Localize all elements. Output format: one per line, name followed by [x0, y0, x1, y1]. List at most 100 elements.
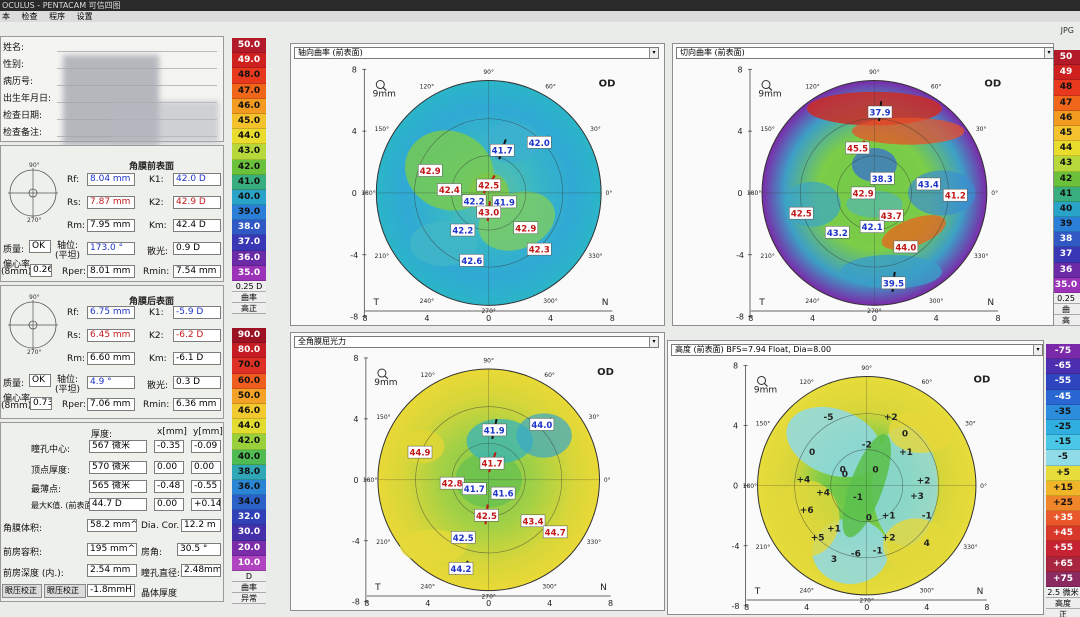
degree-label: 300° — [929, 298, 943, 305]
scale-value: 42.0 — [232, 159, 266, 175]
pachy-y-header: y[mm] — [193, 427, 223, 437]
degree-label: 30° — [976, 126, 987, 133]
axial-map-dropdown[interactable]: 轴向曲率 (前表面) ▾ — [294, 47, 659, 59]
value-label-box — [461, 194, 487, 208]
x-tick-label: 8 — [984, 603, 989, 612]
y-tick-label: -8 — [350, 313, 358, 322]
scale-value: -5 — [1046, 450, 1080, 466]
chevron-down-icon[interactable]: ▾ — [1033, 345, 1042, 355]
scale-value: 47.0 — [232, 83, 266, 99]
curvature-value: 43.4 — [523, 517, 544, 527]
degree-label: 180° — [361, 190, 375, 197]
curvature-value: 42.0 — [529, 139, 550, 149]
power-map-dropdown[interactable]: 全角膜屈光力 ▾ — [294, 336, 659, 348]
tangential-map-dropdown[interactable]: 切向曲率 (前表面) ▾ — [676, 47, 1054, 59]
front-quality-value: OK — [29, 240, 51, 253]
svg-text:90°: 90° — [29, 294, 40, 301]
y-tick-label: -8 — [732, 602, 740, 611]
degree-label: 270° — [481, 593, 495, 600]
zoom-icon[interactable] — [375, 80, 385, 90]
scale-value: 50.0 — [232, 388, 266, 404]
degree-label: 0° — [604, 477, 611, 484]
axial-curvature-map[interactable]: 8 4 0 -4 -8 8 4 0 4 8 T N 9mm OD 90° 60° 30° 120° 150° 180°… — [290, 43, 665, 326]
degree-label: 0° — [980, 483, 987, 490]
value-label-box — [417, 164, 443, 177]
front-rs-label: Rs: — [67, 198, 81, 208]
chamber-volume-value: 195 mm^ — [87, 543, 137, 556]
elevation-map[interactable]: 8 4 0 -4 -8 8 4 0 4 8 T N 9mm OD 90° 60° 30° 120° 150° 180°… — [667, 340, 1044, 615]
nasal-label: N — [987, 298, 994, 308]
tangential-curvature-map[interactable]: 8 4 0 -4 -8 8 4 0 4 8 T N 9mm OD 90° 60° 30° 120° 150° 180°… — [672, 43, 1054, 326]
chevron-down-icon[interactable]: ▾ — [1044, 48, 1053, 58]
scale-value: 50.0 — [232, 38, 266, 54]
value-label-box — [527, 242, 552, 256]
degree-label: 90° — [869, 69, 880, 76]
scale-value: 39.0 — [232, 205, 266, 221]
zoom-icon[interactable] — [377, 368, 387, 378]
axial-color-scale: 50.0 49.0 48.0 47.0 46.0 45.0 44.0 43.0 42.0 41.0… — [232, 38, 266, 314]
chevron-down-icon[interactable]: ▾ — [649, 48, 658, 58]
zoom-icon[interactable] — [768, 87, 773, 91]
degree-label: 150° — [376, 414, 390, 421]
chamber-angle-label: 房角: — [141, 548, 163, 558]
exam-date-label: 检查日期: — [3, 111, 43, 121]
degree-label: 270° — [867, 308, 881, 315]
curvature-value: 38.3 — [872, 175, 893, 185]
value-label-box — [450, 223, 476, 237]
iop-correction-button-2[interactable]: 眼压校正 — [44, 584, 86, 598]
curvature-value: 42.9 — [515, 224, 536, 234]
degree-label: 60° — [545, 83, 556, 90]
chamber-volume-label: 前房容积: — [3, 548, 43, 558]
back-k2-label: K2: — [149, 331, 164, 341]
chevron-down-icon[interactable]: ▾ — [649, 337, 658, 347]
curvature-value: 42.6 — [461, 257, 482, 267]
zoom-icon[interactable] — [382, 87, 387, 91]
scale-mm-label: 9mm — [758, 90, 781, 100]
curvature-value: 44.9 — [410, 449, 431, 459]
iop-correction-button[interactable]: 眼压校正 — [2, 584, 42, 598]
scale-value: 45 — [1052, 125, 1080, 142]
curvature-value: 43.2 — [827, 229, 848, 239]
svg-text:90°: 90° — [29, 162, 40, 169]
scale-value: 37 — [1052, 247, 1080, 263]
elevation-color-scale: -75 -65 -55 -45 -35 -25 -15 -5 +5 +15 +25 +35 +45 +55… — [1046, 344, 1080, 617]
zoom-icon[interactable] — [384, 375, 389, 380]
curvature-value: 43.4 — [918, 180, 939, 190]
scale-value: 36 — [1052, 262, 1080, 278]
scale-value: -65 — [1046, 359, 1080, 375]
menu-item[interactable]: 程序 — [49, 12, 66, 21]
total-power-map[interactable]: 8 4 0 -4 -8 8 4 0 4 8 T N 9mm OD 90° 60° 30° 120° 150° 180°… — [290, 332, 665, 611]
elevation-value: +6 — [800, 506, 814, 516]
menu-item[interactable]: 本 — [2, 12, 10, 21]
pachy-row-thickness: 565 微米 — [89, 480, 147, 493]
elevation-value: +3 — [910, 492, 924, 502]
degree-label: 270° — [481, 308, 495, 315]
eye-label: OD — [597, 367, 614, 378]
scale-value: -45 — [1046, 389, 1080, 405]
y-tick-label: -4 — [350, 251, 358, 260]
menu-item[interactable]: 设置 — [76, 12, 93, 21]
value-label-box — [850, 186, 876, 200]
menu-item[interactable]: 检查 — [21, 12, 38, 21]
front-axis-diagram: 90° 270° — [8, 162, 58, 222]
front-k2-value: 42.9 D — [173, 196, 221, 209]
value-label-box — [450, 531, 476, 544]
scale-value: +15 — [1046, 480, 1080, 496]
zoom-icon[interactable] — [761, 80, 771, 90]
elevation-map-dropdown[interactable]: 高度 (前表面) BFS=7.94 Float, Dia=8.00 ▾ — [671, 344, 1043, 356]
zoom-icon[interactable] — [764, 383, 768, 387]
curvature-value: 44.0 — [895, 243, 916, 253]
pachymetry-panel: 厚度: x[mm] y[mm] 瞳孔中心: 567 微米 -0.35 -0.09… — [0, 422, 224, 602]
scale-value: -55 — [1046, 374, 1080, 390]
scale-value: 42.0 — [232, 434, 266, 450]
degree-label: 330° — [963, 544, 977, 551]
nasal-label: N — [977, 587, 984, 597]
elevation-value: +4 — [816, 489, 830, 499]
zoom-icon[interactable] — [757, 375, 767, 385]
back-ecc-value: 0.73 — [30, 397, 52, 410]
value-label-box — [893, 240, 919, 254]
value-label-box — [527, 136, 552, 149]
pachy-row-y: +0.14 — [191, 498, 221, 511]
scale-value: -35 — [1046, 404, 1080, 420]
degree-label: 300° — [920, 588, 934, 595]
